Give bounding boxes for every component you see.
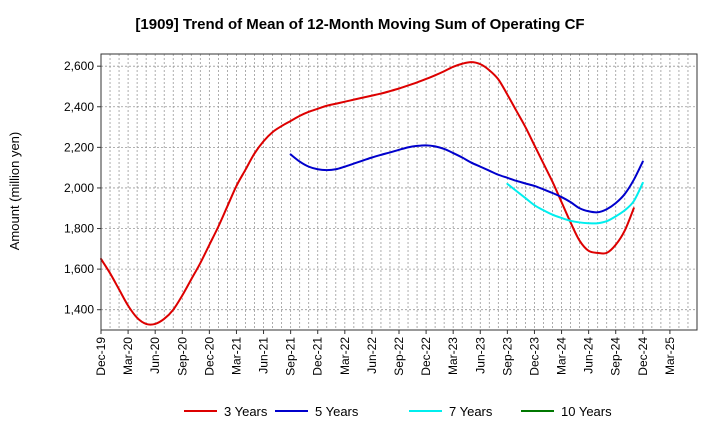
x-tick-label: Mar-24 xyxy=(555,337,569,375)
x-tick-labels: Dec-19 Mar-20 Jun-20 Sep-20 Dec-20 Mar-21 Jun-… xyxy=(94,330,677,376)
x-tick-label: Mar-23 xyxy=(446,337,460,375)
x-tick-label: Sep-23 xyxy=(500,337,514,376)
y-axis-label: Amount (million yen) xyxy=(7,132,22,251)
x-tick-label: Jun-21 xyxy=(257,337,271,374)
x-tick-label: Jun-20 xyxy=(148,337,162,374)
x-tick-label: Sep-21 xyxy=(284,337,298,376)
x-tick-label: Dec-23 xyxy=(527,337,541,376)
legend-label-7-years: 7 Years xyxy=(449,404,493,419)
x-tick-label: Mar-25 xyxy=(663,337,677,375)
x-tick-label: Dec-19 xyxy=(94,337,108,376)
x-tick-label: Sep-20 xyxy=(175,337,189,376)
y-tick-label: 2,600 xyxy=(64,59,94,73)
legend-label-10-years: 10 Years xyxy=(561,404,612,419)
x-tick-label: Mar-22 xyxy=(338,337,352,375)
x-tick-label: Sep-22 xyxy=(392,337,406,376)
x-tick-label: Mar-21 xyxy=(229,337,243,375)
x-tick-label: Dec-22 xyxy=(419,337,433,376)
legend-label-5-years: 5 Years xyxy=(315,404,359,419)
x-tick-label: Jun-24 xyxy=(582,337,596,374)
y-tick-labels: 1,400 1,600 1,800 2,000 2,200 2,400 2,600 xyxy=(64,59,101,317)
legend: 3 Years 5 Years 7 Years 10 Years xyxy=(184,404,612,419)
x-tick-label: Dec-21 xyxy=(311,337,325,376)
grid-layer xyxy=(101,54,697,330)
series-line-7-years xyxy=(506,181,644,225)
y-tick-label: 2,400 xyxy=(64,100,94,114)
x-tick-label: Mar-20 xyxy=(121,337,135,375)
chart-title: [1909] Trend of Mean of 12-Month Moving … xyxy=(135,16,584,33)
x-tick-label: Sep-24 xyxy=(609,337,623,376)
series-line-3-years xyxy=(100,61,635,326)
y-tick-label: 1,800 xyxy=(64,222,94,236)
series-line-5-years xyxy=(289,144,644,214)
x-tick-label: Jun-22 xyxy=(365,337,379,374)
x-tick-label: Dec-24 xyxy=(636,337,650,376)
y-tick-label: 2,000 xyxy=(64,181,94,195)
series-layer xyxy=(100,61,644,326)
legend-label-3-years: 3 Years xyxy=(224,404,268,419)
y-tick-label: 2,200 xyxy=(64,140,94,154)
y-tick-label: 1,400 xyxy=(64,303,94,317)
y-tick-label: 1,600 xyxy=(64,262,94,276)
x-tick-label: Jun-23 xyxy=(473,337,487,374)
x-tick-label: Dec-20 xyxy=(202,337,216,376)
